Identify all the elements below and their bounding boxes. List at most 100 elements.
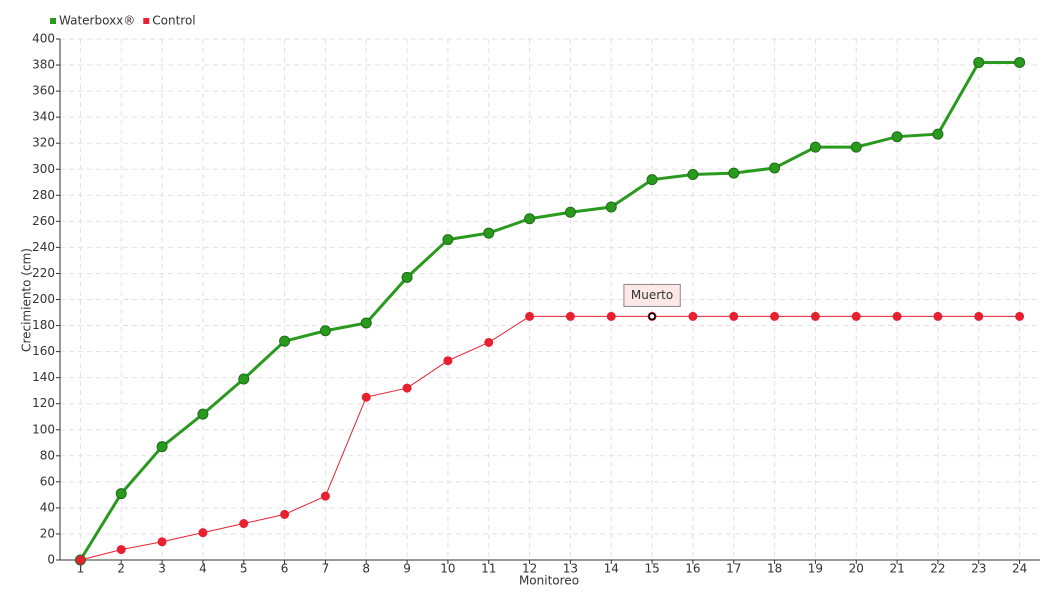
x-tick-label: 6 bbox=[281, 562, 289, 576]
x-tick-label: 13 bbox=[563, 562, 578, 576]
point bbox=[198, 528, 208, 538]
point bbox=[75, 555, 85, 565]
y-axis-label: Crecimiento (cm) bbox=[20, 248, 34, 352]
y-tick-label: 80 bbox=[40, 448, 55, 462]
point bbox=[280, 509, 290, 519]
y-tick-label: 180 bbox=[32, 318, 55, 332]
point bbox=[892, 311, 902, 321]
x-tick-label: 16 bbox=[685, 562, 700, 576]
point bbox=[238, 373, 250, 385]
y-tick-label: 160 bbox=[32, 344, 55, 358]
x-tick-label: 17 bbox=[726, 562, 741, 576]
y-tick-label: 400 bbox=[32, 32, 55, 46]
x-tick-label: 4 bbox=[199, 562, 207, 576]
y-tick-label: 20 bbox=[40, 526, 55, 540]
y-tick-label: 300 bbox=[32, 162, 55, 176]
x-tick-label: 21 bbox=[889, 562, 904, 576]
point bbox=[891, 131, 903, 143]
y-tick-label: 100 bbox=[32, 422, 55, 436]
point bbox=[239, 519, 249, 529]
x-tick-label: 5 bbox=[240, 562, 248, 576]
point bbox=[319, 325, 331, 337]
point bbox=[443, 356, 453, 366]
legend-label: Control bbox=[152, 14, 195, 28]
y-tick-label: 120 bbox=[32, 396, 55, 410]
point bbox=[525, 311, 535, 321]
point bbox=[729, 311, 739, 321]
y-tick-label: 320 bbox=[32, 136, 55, 150]
point bbox=[197, 408, 209, 420]
y-tick-label: 360 bbox=[32, 84, 55, 98]
grid bbox=[60, 38, 1040, 560]
x-tick-label: 1 bbox=[77, 562, 85, 576]
series-line bbox=[79, 60, 1020, 561]
x-tick-label: 3 bbox=[158, 562, 166, 576]
y-tick-label: 60 bbox=[40, 474, 55, 488]
x-tick-label: 11 bbox=[481, 562, 496, 576]
y-tick-label: 380 bbox=[32, 58, 55, 72]
point bbox=[360, 317, 372, 329]
x-tick-label: 19 bbox=[808, 562, 823, 576]
point bbox=[687, 168, 699, 180]
point bbox=[769, 162, 781, 174]
point bbox=[932, 128, 944, 140]
point bbox=[933, 311, 943, 321]
point bbox=[1015, 311, 1025, 321]
point bbox=[851, 311, 861, 321]
point bbox=[564, 206, 576, 218]
point bbox=[605, 201, 617, 213]
point bbox=[810, 311, 820, 321]
x-tick-label: 18 bbox=[767, 562, 782, 576]
point bbox=[974, 311, 984, 321]
x-tick-label: 2 bbox=[117, 562, 125, 576]
x-tick-label: 22 bbox=[930, 562, 945, 576]
y-tick-label: 40 bbox=[40, 500, 55, 514]
y-tick-label: 140 bbox=[32, 370, 55, 384]
point bbox=[688, 311, 698, 321]
point bbox=[320, 491, 330, 501]
y-tick-label: 340 bbox=[32, 110, 55, 124]
point bbox=[279, 335, 291, 347]
legend-label: Waterboxx® bbox=[59, 14, 135, 28]
x-tick-label: 8 bbox=[362, 562, 370, 576]
x-tick-label: 9 bbox=[403, 562, 411, 576]
point bbox=[565, 311, 575, 321]
x-tick-label: 14 bbox=[604, 562, 619, 576]
y-tick-label: 240 bbox=[32, 240, 55, 254]
legend-swatch bbox=[143, 18, 150, 24]
point bbox=[156, 441, 168, 453]
point bbox=[402, 383, 412, 393]
point bbox=[115, 488, 127, 500]
y-tick-label: 200 bbox=[32, 292, 55, 306]
point bbox=[646, 174, 658, 186]
x-tick-label: 10 bbox=[440, 562, 455, 576]
point bbox=[809, 141, 821, 153]
x-tick-label: 12 bbox=[522, 562, 537, 576]
legend-swatch bbox=[50, 18, 56, 24]
series-line bbox=[80, 315, 1020, 561]
annotation-box bbox=[623, 283, 681, 307]
point bbox=[483, 227, 495, 239]
point bbox=[484, 337, 494, 347]
y-tick-label: 220 bbox=[32, 266, 55, 280]
point bbox=[1014, 56, 1026, 68]
point bbox=[442, 234, 454, 246]
annotation-text: Muerto bbox=[631, 288, 673, 302]
point bbox=[973, 56, 985, 68]
x-tick-label: 7 bbox=[322, 562, 330, 576]
point bbox=[157, 537, 167, 547]
x-axis-label: Monitoreo bbox=[519, 574, 579, 588]
x-tick-label: 20 bbox=[849, 562, 864, 576]
x-tick-label: 23 bbox=[971, 562, 986, 576]
x-tick-label: 24 bbox=[1012, 562, 1027, 576]
point bbox=[116, 545, 126, 555]
point bbox=[606, 311, 616, 321]
x-tick-label: 15 bbox=[644, 562, 659, 576]
point bbox=[401, 271, 413, 283]
point bbox=[770, 311, 780, 321]
point bbox=[728, 167, 740, 179]
y-tick-label: 0 bbox=[47, 553, 55, 567]
annotation-marker bbox=[648, 312, 656, 321]
